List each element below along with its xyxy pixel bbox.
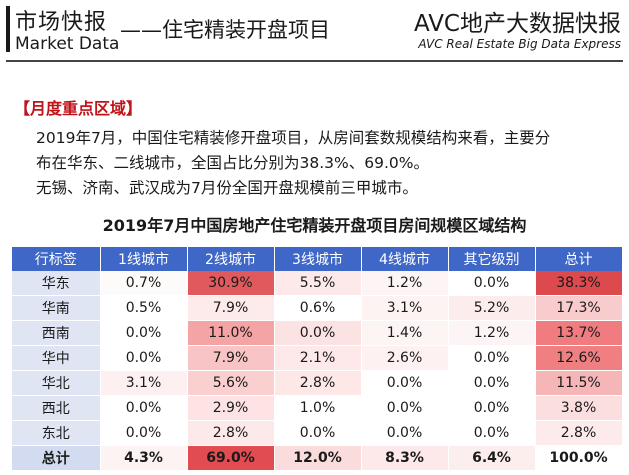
table-cell: 69.0%	[187, 445, 275, 471]
table-cell: 1.2%	[361, 271, 449, 296]
row-label: 西南	[12, 320, 101, 346]
table-cell: 0.0%	[448, 271, 536, 296]
summary-line: 布在华东、二线城市，全国占比分别为38.3%、69.0%。	[36, 154, 429, 172]
table-cell: 0.0%	[100, 420, 188, 446]
table-cell: 2.8%	[187, 420, 275, 446]
table-cell: 11.0%	[187, 320, 275, 346]
table-header-row: 行标签 1线城市 2线城市 3线城市 4线城市 其它级别 总计	[12, 247, 623, 271]
summary-line: 2019年7月，中国住宅精装修开盘项目，从房间套数规模结构来看，主要分	[36, 129, 551, 147]
table-cell: 0.7%	[100, 271, 188, 296]
table-cell: 12.6%	[535, 345, 623, 371]
table-cell: 7.9%	[187, 295, 275, 321]
table-cell: 2.8%	[535, 420, 623, 446]
table-cell: 0.0%	[361, 395, 449, 421]
table-row: 华南 0.5% 7.9% 0.6% 3.1% 5.2% 17.3%	[12, 295, 623, 321]
row-label: 华中	[12, 345, 101, 371]
header-divider	[6, 60, 623, 62]
table-cell: 0.0%	[448, 395, 536, 421]
table-cell: 0.0%	[100, 345, 188, 371]
row-label: 东北	[12, 420, 101, 446]
total-row: 总计 4.3% 69.0% 12.0% 8.3% 6.4% 100.0%	[12, 445, 623, 471]
table-row: 华中 0.0% 7.9% 2.1% 2.6% 0.0% 12.6%	[12, 345, 623, 371]
table-row: 西北 0.0% 2.9% 1.0% 0.0% 0.0% 3.8%	[12, 395, 623, 421]
table-row: 西南 0.0% 11.0% 0.0% 1.4% 1.2% 13.7%	[12, 320, 623, 346]
table-cell: 3.1%	[361, 295, 449, 321]
table-cell: 17.3%	[535, 295, 623, 321]
row-label: 西北	[12, 395, 101, 421]
table-cell: 8.3%	[361, 445, 449, 471]
table-row: 华东 0.7% 30.9% 5.5% 1.2% 0.0% 38.3%	[12, 271, 623, 296]
section-title: 【月度重点区域】	[14, 99, 143, 118]
table-cell: 0.0%	[448, 420, 536, 446]
table-cell: 30.9%	[187, 271, 275, 296]
table-cell: 0.6%	[274, 295, 362, 321]
table-cell: 0.0%	[361, 370, 449, 396]
table-cell: 12.0%	[274, 445, 362, 471]
table-cell: 100.0%	[535, 445, 623, 471]
table-body: 华东 0.7% 30.9% 5.5% 1.2% 0.0% 38.3% 华南 0.5% 7.9% 0.…	[12, 271, 623, 471]
column-header: 4线城市	[361, 247, 449, 271]
table-row: 东北 0.0% 2.8% 0.0% 0.0% 0.0% 2.8%	[12, 420, 623, 446]
table-cell: 0.0%	[448, 345, 536, 371]
table-cell: 0.0%	[361, 420, 449, 446]
table-cell: 3.1%	[100, 370, 188, 396]
column-header: 总计	[535, 247, 623, 271]
table-cell: 2.8%	[274, 370, 362, 396]
header-subtitle: ——住宅精装开盘项目	[120, 18, 330, 42]
table-cell: 0.0%	[100, 395, 188, 421]
column-header: 2线城市	[187, 247, 275, 271]
table-title: 2019年7月中国房地产住宅精装开盘项目房间规模区域结构	[102, 216, 527, 235]
table-cell: 0.0%	[100, 320, 188, 346]
column-header: 3线城市	[274, 247, 362, 271]
table-cell: 5.2%	[448, 295, 536, 321]
row-label: 华南	[12, 295, 101, 321]
table-cell: 6.4%	[448, 445, 536, 471]
table-cell: 1.0%	[274, 395, 362, 421]
row-label: 华东	[12, 271, 101, 296]
table-cell: 0.0%	[274, 420, 362, 446]
table-cell: 5.6%	[187, 370, 275, 396]
header-title-cn: 市场快报	[15, 10, 108, 35]
column-header: 1线城市	[100, 247, 188, 271]
page-header: 市场快报 Market Data ——住宅精装开盘项目 AVC地产大数据快报 A…	[0, 0, 629, 60]
header-accent-bar	[6, 6, 10, 52]
table-cell: 2.1%	[274, 345, 362, 371]
row-label: 华北	[12, 370, 101, 396]
table-row: 华北 3.1% 5.6% 2.8% 0.0% 0.0% 11.5%	[12, 370, 623, 396]
table-cell: 2.9%	[187, 395, 275, 421]
table-cell: 0.5%	[100, 295, 188, 321]
brand-title: AVC地产大数据快报	[413, 11, 621, 37]
table-cell: 1.4%	[361, 320, 449, 346]
region-structure-table: 行标签 1线城市 2线城市 3线城市 4线城市 其它级别 总计 华东 0.7% 30.9% 5.5…	[12, 247, 623, 471]
table-cell: 5.5%	[274, 271, 362, 296]
summary-line: 无锡、济南、武汉成为7月份全国开盘规模前三甲城市。	[36, 179, 418, 197]
table-cell: 7.9%	[187, 345, 275, 371]
header-title-en: Market Data	[15, 34, 120, 54]
table-cell: 4.3%	[100, 445, 188, 471]
table-cell: 2.6%	[361, 345, 449, 371]
table-cell: 0.0%	[448, 370, 536, 396]
table-cell: 3.8%	[535, 395, 623, 421]
table-cell: 1.2%	[448, 320, 536, 346]
table-cell: 13.7%	[535, 320, 623, 346]
table-cell: 11.5%	[535, 370, 623, 396]
brand-subtitle: AVC Real Estate Big Data Express	[418, 37, 621, 51]
table-cell: 0.0%	[274, 320, 362, 346]
column-header: 行标签	[12, 247, 101, 271]
summary-paragraph: 2019年7月，中国住宅精装修开盘项目，从房间套数规模结构来看，主要分 布在华东…	[36, 126, 626, 201]
column-header: 其它级别	[448, 247, 536, 271]
row-label: 总计	[12, 445, 101, 471]
table-cell: 38.3%	[535, 271, 623, 296]
